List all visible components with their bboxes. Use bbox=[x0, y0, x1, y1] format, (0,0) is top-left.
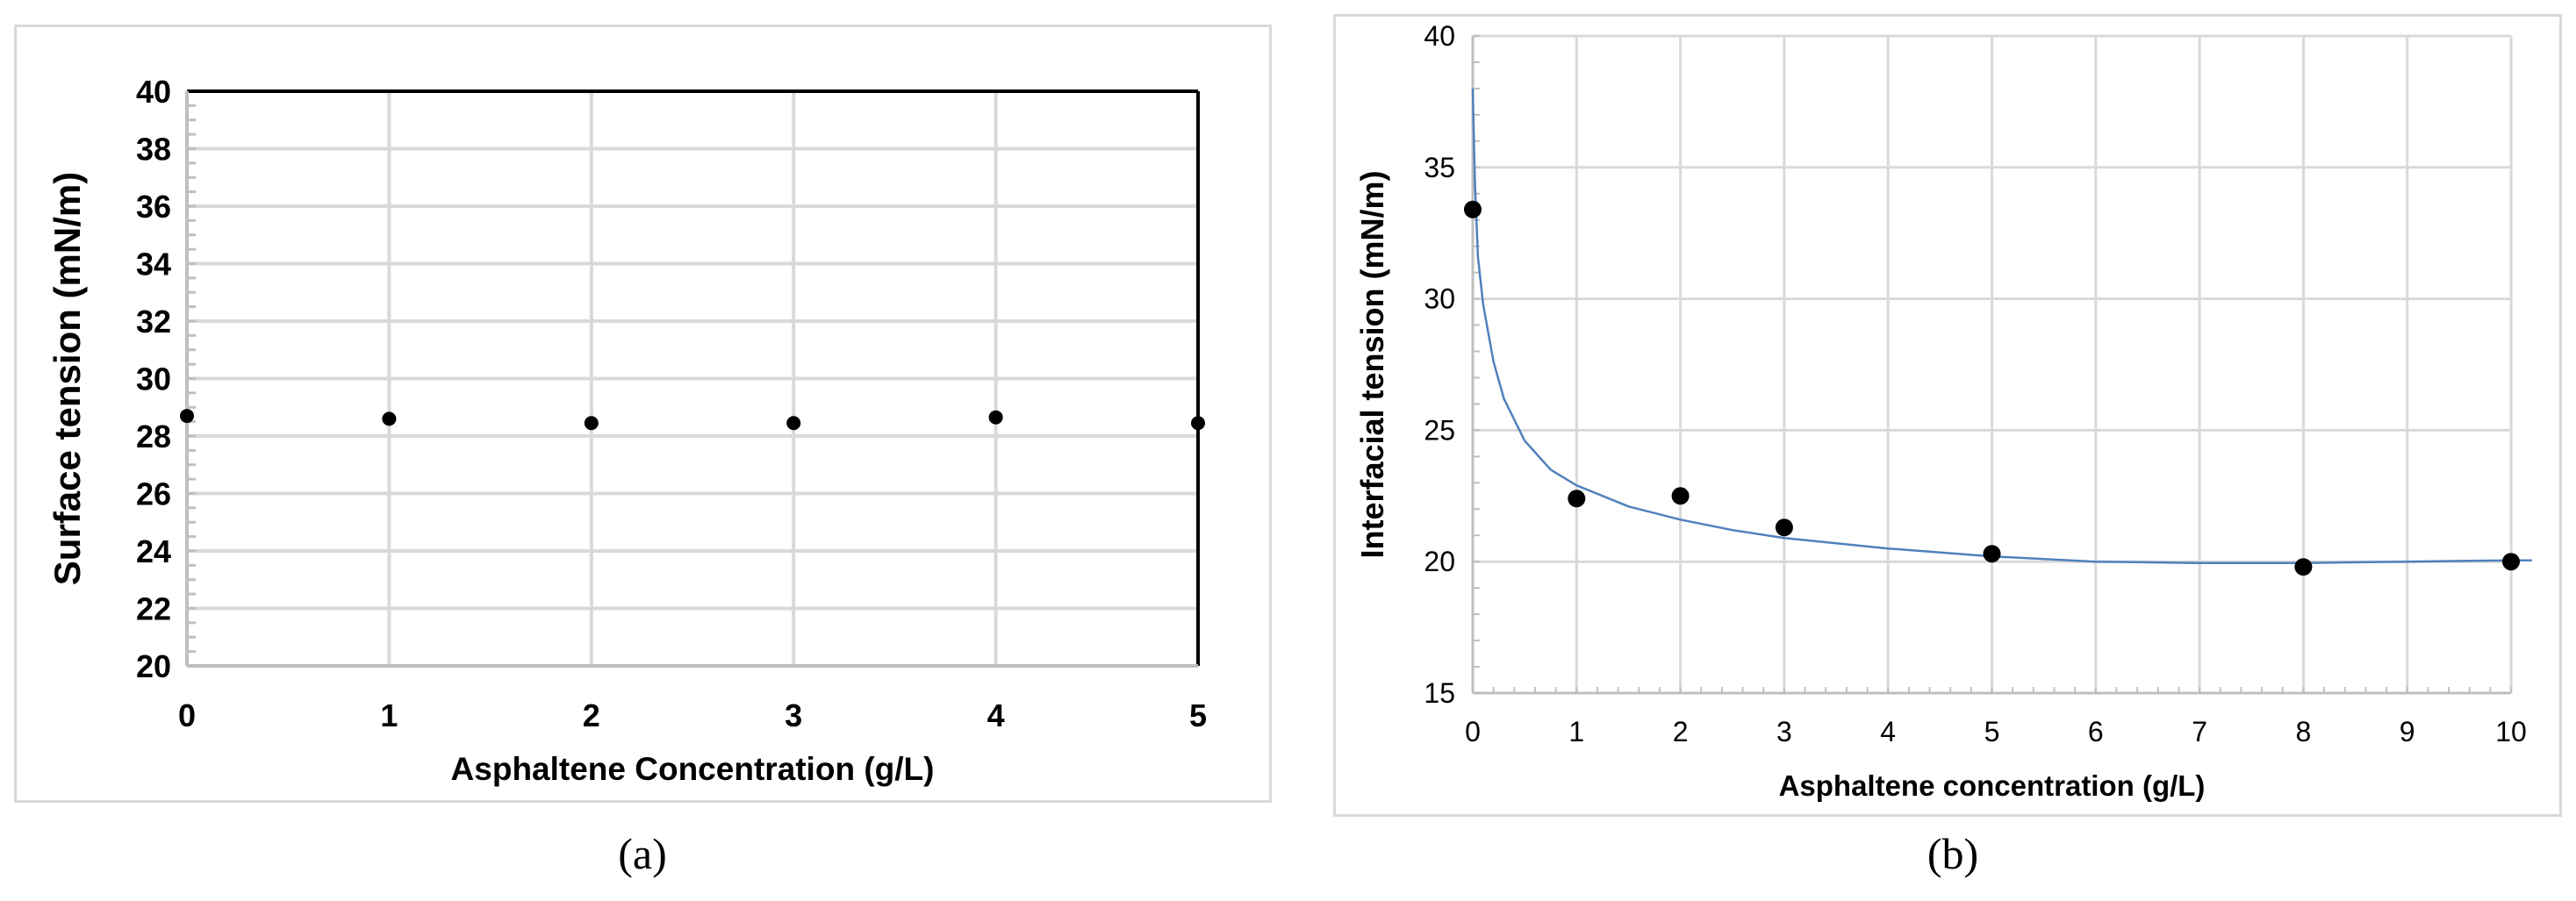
data-point bbox=[1671, 487, 1690, 505]
x-axis-label: Asphaltene Concentration (g/L) bbox=[451, 751, 935, 787]
data-point bbox=[2294, 558, 2313, 576]
y-tick-label: 20 bbox=[1424, 546, 1455, 577]
x-tick-label: 2 bbox=[583, 697, 600, 733]
y-tick-label: 20 bbox=[136, 648, 171, 684]
data-point bbox=[1568, 490, 1586, 508]
x-tick-label: 4 bbox=[1880, 716, 1896, 747]
x-tick-label: 1 bbox=[380, 697, 398, 733]
data-point bbox=[1983, 545, 2001, 563]
caption-a: (a) bbox=[618, 829, 667, 878]
x-tick-label: 5 bbox=[1189, 697, 1207, 733]
y-tick-label: 30 bbox=[136, 361, 171, 397]
data-point bbox=[786, 416, 801, 431]
trendline bbox=[1471, 88, 2532, 564]
x-tick-label: 6 bbox=[2088, 716, 2104, 747]
y-tick-label: 40 bbox=[136, 74, 171, 110]
caption-b: (b) bbox=[1927, 829, 1979, 878]
y-axis-label: Surface tension (mN/m) bbox=[47, 172, 88, 585]
x-tick-label: 7 bbox=[2192, 716, 2207, 747]
y-tick-label: 25 bbox=[1424, 414, 1455, 446]
y-tick-label: 32 bbox=[136, 304, 171, 340]
chart-b-frame bbox=[1333, 14, 2562, 817]
x-axis-label: Asphaltene concentration (g/L) bbox=[1779, 769, 2206, 802]
data-point bbox=[2502, 553, 2520, 571]
chart-b: 0 1 2 3 4 5 6 7 8 9 10 15 20 25 30 35 40 Asphaltene conce… bbox=[1354, 20, 2532, 802]
y-tick-label: 36 bbox=[136, 189, 171, 225]
y-tick-label: 35 bbox=[1424, 152, 1455, 183]
data-point bbox=[988, 410, 1003, 425]
y-tick-label: 15 bbox=[1424, 677, 1455, 709]
x-tick-label: 1 bbox=[1568, 716, 1584, 747]
x-tick-label: 3 bbox=[1776, 716, 1792, 747]
data-point bbox=[584, 416, 599, 431]
data-point bbox=[1464, 200, 1482, 218]
chart-a-frame bbox=[14, 25, 1272, 803]
x-tick-label: 2 bbox=[1673, 716, 1689, 747]
y-tick-label: 28 bbox=[136, 418, 171, 454]
x-tick-label: 4 bbox=[987, 697, 1005, 733]
data-point bbox=[1191, 416, 1205, 431]
x-tick-label: 8 bbox=[2296, 716, 2312, 747]
y-tick-label: 24 bbox=[136, 533, 171, 569]
x-tick-label: 0 bbox=[1465, 716, 1481, 747]
y-tick-label: 26 bbox=[136, 476, 171, 512]
y-tick-label: 34 bbox=[136, 247, 171, 282]
data-point bbox=[1775, 518, 1793, 537]
x-tick-label: 3 bbox=[785, 697, 802, 733]
y-tick-label: 38 bbox=[136, 132, 171, 168]
y-tick-label: 30 bbox=[1424, 283, 1455, 315]
y-tick-label: 22 bbox=[136, 591, 171, 627]
data-point bbox=[382, 411, 397, 426]
y-tick-label: 40 bbox=[1424, 20, 1455, 52]
x-tick-label: 10 bbox=[2495, 716, 2527, 747]
x-tick-label: 5 bbox=[1984, 716, 2000, 747]
x-tick-label: 0 bbox=[178, 697, 196, 733]
x-tick-label: 9 bbox=[2400, 716, 2415, 747]
y-axis-label: Interfacial tension (mN/m) bbox=[1354, 170, 1390, 558]
data-point bbox=[180, 409, 194, 424]
